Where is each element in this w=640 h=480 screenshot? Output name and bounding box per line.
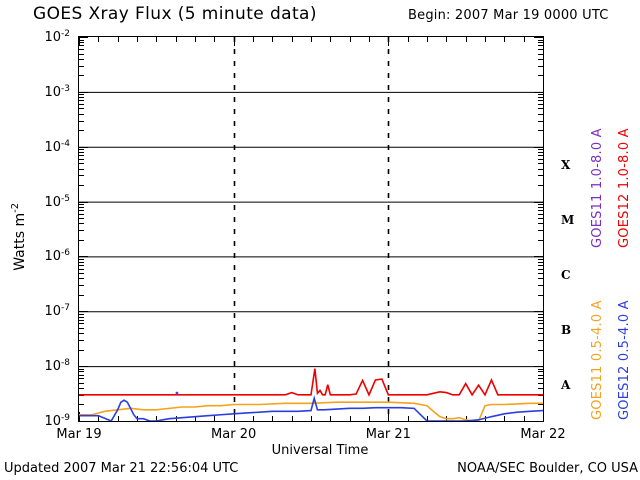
flare-class-b: B	[561, 323, 572, 338]
y-axis-labels: 10-2 10-3 10-4 10-5 10-6 10-7 10-8 10-9	[0, 0, 78, 480]
x-axis-title: Universal Time	[271, 443, 369, 458]
legend-item-goes12-0-5-4-0-a: GOES12 0.5-4.0 A	[617, 300, 632, 420]
y-tick-label: 10-7	[44, 303, 70, 320]
y-axis-title: Watts m-2	[10, 202, 28, 271]
x-tick-label: Mar 20	[211, 427, 257, 442]
y-tick-label: 10-9	[44, 412, 70, 430]
source-credit: NOAA/SEC Boulder, CO USA	[457, 461, 638, 476]
y-tick-label: 10-5	[44, 193, 70, 210]
legend-item-goes11-0-5-4-0-a: GOES11 0.5-4.0 A	[590, 300, 605, 420]
plot-canvas	[79, 37, 543, 421]
series-line-1	[79, 401, 543, 421]
y-tick-label: 10-4	[44, 138, 70, 155]
x-tick-label: Mar 21	[365, 427, 411, 442]
flare-class-x: X	[561, 158, 571, 173]
flare-class-a: A	[561, 377, 571, 392]
y-tick-label: 10-3	[44, 83, 70, 101]
flare-class-c: C	[561, 268, 571, 283]
flare-class-m: M	[561, 213, 575, 228]
x-tick-label: Mar 22	[520, 427, 566, 442]
chart-title: GOES Xray Flux (5 minute data)	[33, 4, 317, 24]
updated-timestamp: Updated 2007 Mar 21 22:56:04 UTC	[4, 461, 239, 476]
begin-time-label: Begin: 2007 Mar 19 0000 UTC	[408, 8, 609, 23]
series-line-2	[79, 395, 543, 421]
legend-item-goes11-1-0-8-0-a: GOES11 1.0-8.0 A	[590, 128, 605, 248]
legend-item-goes12-1-0-8-0-a: GOES12 1.0-8.0 A	[617, 128, 632, 248]
y-tick-label: 10-8	[44, 357, 70, 375]
plot-area	[78, 36, 544, 422]
series-line-0	[79, 368, 543, 397]
y-tick-label: 10-2	[44, 28, 70, 46]
x-tick-label: Mar 19	[56, 427, 102, 442]
y-tick-label: 10-6	[44, 248, 70, 265]
